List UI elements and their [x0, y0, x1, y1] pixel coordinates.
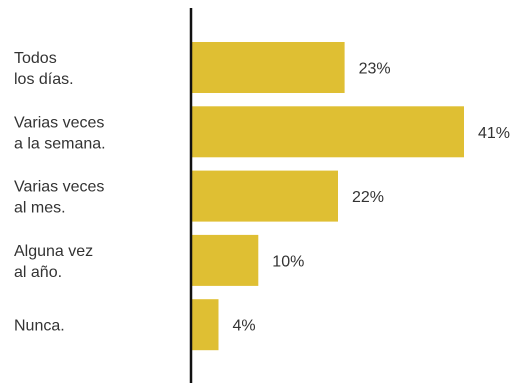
bar-value-label: 10%: [272, 253, 304, 270]
bar-value-label: 41%: [478, 125, 510, 142]
bar: [192, 106, 464, 158]
category-label-line: Varias veces: [14, 179, 104, 196]
bar: [192, 170, 338, 222]
category-label-line: los días.: [14, 71, 74, 88]
category-label-line: Alguna vez: [14, 243, 93, 260]
category-label: Varias veces al mes.: [14, 179, 104, 217]
category-label-line: Nunca.: [14, 318, 65, 335]
bar: [192, 42, 345, 93]
bar: [192, 299, 219, 351]
category-label-line: Varias veces: [14, 114, 104, 131]
category-label-line: Todos: [14, 50, 57, 67]
category-label: Nunca.: [14, 318, 65, 335]
bar-value-label: 22%: [352, 189, 384, 206]
category-label: Varias veces a la semana.: [14, 114, 106, 152]
category-label-line: al año.: [14, 264, 62, 281]
category-label: Todos los días.: [14, 50, 74, 88]
category-label: Alguna vez al año.: [14, 243, 93, 281]
category-label-line: a la semana.: [14, 135, 106, 152]
category-label-line: al mes.: [14, 200, 66, 217]
bar-value-label: 23%: [359, 61, 391, 78]
bar: [192, 234, 259, 286]
bar-value-label: 4%: [233, 318, 256, 335]
